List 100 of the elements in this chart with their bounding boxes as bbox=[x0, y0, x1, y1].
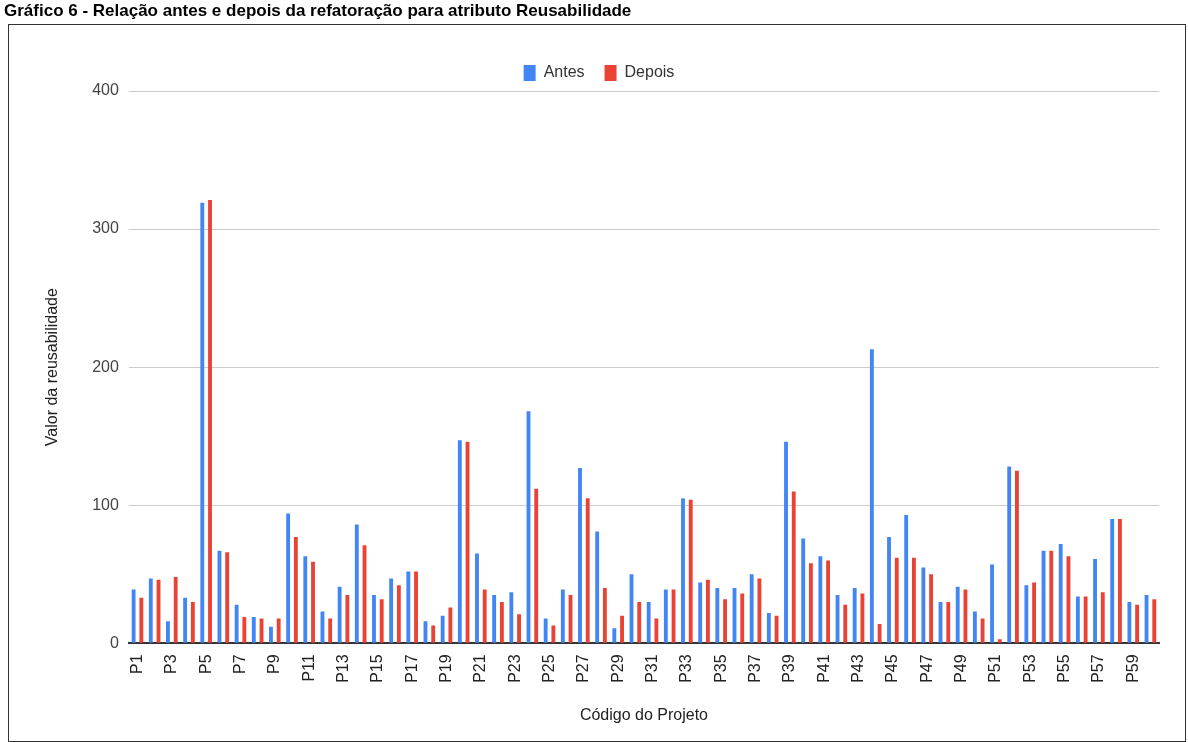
bar bbox=[784, 441, 788, 643]
bar bbox=[1024, 585, 1029, 643]
bar bbox=[499, 601, 504, 643]
bar bbox=[1118, 519, 1122, 643]
bar bbox=[843, 604, 848, 643]
bar bbox=[646, 601, 651, 643]
bar bbox=[688, 499, 693, 643]
bar bbox=[705, 579, 710, 643]
bar bbox=[457, 440, 462, 643]
x-tick-label: P23 bbox=[505, 654, 523, 683]
y-tick-label: 200 bbox=[92, 357, 119, 375]
bar bbox=[826, 560, 831, 643]
bar bbox=[303, 556, 308, 643]
x-tick-label: P57 bbox=[1089, 654, 1107, 683]
bar bbox=[475, 553, 479, 643]
bar bbox=[440, 615, 445, 643]
bar bbox=[929, 574, 934, 643]
x-tick-label: P43 bbox=[848, 654, 866, 683]
bar bbox=[286, 513, 291, 643]
bar bbox=[791, 491, 796, 643]
bar bbox=[723, 599, 727, 643]
bar bbox=[345, 595, 350, 643]
y-axis-title: Valor da reusabilidade bbox=[43, 288, 61, 447]
bar bbox=[1127, 601, 1132, 643]
bar bbox=[955, 586, 960, 643]
bar bbox=[602, 588, 607, 643]
x-tick-label: P49 bbox=[951, 654, 969, 683]
bar bbox=[414, 571, 418, 643]
bar bbox=[1007, 466, 1012, 643]
bar bbox=[190, 601, 195, 643]
legend-label: Antes bbox=[543, 63, 585, 81]
x-tick-label: P17 bbox=[402, 654, 420, 683]
bar bbox=[509, 592, 514, 643]
bar bbox=[894, 557, 899, 643]
x-tick-label: P29 bbox=[608, 654, 626, 683]
x-tick-label: P33 bbox=[677, 654, 695, 683]
bar bbox=[869, 349, 874, 643]
bar bbox=[1152, 599, 1157, 643]
bar bbox=[200, 202, 205, 643]
y-tick-label: 400 bbox=[92, 81, 119, 99]
bar bbox=[637, 601, 642, 643]
bar bbox=[740, 593, 745, 643]
y-tick-label: 100 bbox=[92, 495, 119, 513]
bar bbox=[578, 467, 582, 643]
bar bbox=[534, 488, 539, 643]
x-tick-label: P27 bbox=[574, 654, 592, 683]
x-tick-label: P5 bbox=[196, 654, 214, 674]
x-tick-label: P19 bbox=[436, 654, 454, 683]
bar bbox=[406, 571, 411, 643]
bar bbox=[1015, 470, 1019, 643]
bar bbox=[681, 498, 685, 643]
bar bbox=[1093, 559, 1097, 643]
x-tick-label: P51 bbox=[986, 654, 1004, 683]
bar bbox=[517, 614, 521, 643]
bar bbox=[242, 617, 247, 643]
bar bbox=[543, 618, 548, 643]
x-tick-label: P11 bbox=[299, 654, 317, 682]
bar bbox=[1032, 582, 1037, 643]
x-tick-label: P39 bbox=[780, 654, 798, 683]
bar bbox=[131, 589, 136, 643]
bar bbox=[1135, 604, 1140, 643]
bar bbox=[774, 615, 779, 643]
bar bbox=[663, 589, 668, 643]
x-tick-label: P47 bbox=[917, 654, 935, 683]
x-tick-label: P7 bbox=[230, 654, 248, 674]
bar bbox=[208, 200, 212, 643]
x-tick-label: P25 bbox=[539, 654, 557, 683]
bar bbox=[1058, 543, 1063, 643]
bar bbox=[654, 618, 659, 643]
bar bbox=[877, 624, 882, 643]
bar bbox=[269, 626, 273, 643]
bar bbox=[379, 599, 384, 643]
bar bbox=[492, 595, 497, 643]
x-tick-label: P15 bbox=[368, 654, 386, 683]
bar bbox=[904, 514, 909, 643]
y-tick-label: 300 bbox=[92, 219, 119, 237]
x-tick-label: P45 bbox=[883, 654, 901, 683]
x-tick-label: P1 bbox=[127, 654, 145, 674]
legend-label: Depois bbox=[624, 63, 675, 81]
bar bbox=[980, 618, 985, 643]
bar bbox=[1110, 519, 1115, 643]
bar bbox=[757, 578, 762, 643]
x-tick-label: P31 bbox=[642, 654, 660, 683]
bar bbox=[328, 618, 333, 643]
bar bbox=[749, 574, 754, 643]
bar bbox=[963, 589, 968, 643]
bar bbox=[1083, 596, 1088, 643]
bar bbox=[139, 597, 144, 643]
bar bbox=[808, 563, 813, 643]
bar bbox=[585, 498, 590, 643]
x-tick-label: P21 bbox=[471, 654, 489, 683]
bar bbox=[946, 601, 951, 643]
bar bbox=[620, 615, 624, 643]
bar bbox=[431, 625, 436, 643]
bar bbox=[698, 582, 703, 643]
bar bbox=[396, 585, 401, 643]
bar bbox=[448, 607, 453, 643]
bar bbox=[354, 524, 359, 643]
bar bbox=[887, 537, 891, 643]
bar bbox=[990, 564, 994, 643]
